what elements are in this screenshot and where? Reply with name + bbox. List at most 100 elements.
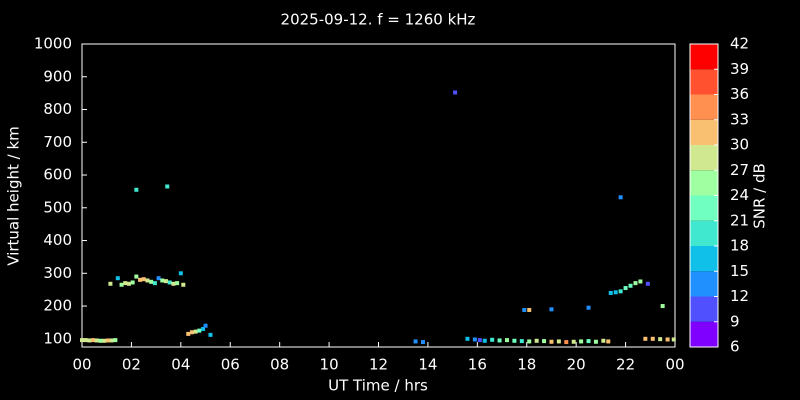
point	[522, 307, 527, 312]
point	[623, 286, 628, 291]
point	[105, 338, 110, 343]
point	[134, 274, 139, 279]
point	[171, 281, 176, 286]
point	[186, 331, 191, 336]
point	[94, 338, 99, 343]
colorbar-label: SNR / dB	[751, 163, 769, 229]
colorbar-tick-label: 27	[730, 161, 749, 179]
point	[138, 277, 143, 282]
point	[665, 337, 670, 342]
point	[167, 280, 172, 285]
x-tick-label: 20	[567, 356, 586, 374]
point	[420, 340, 425, 345]
point	[91, 338, 96, 343]
point	[208, 332, 213, 337]
colorbar-tick-label: 6	[730, 338, 740, 356]
colorbar-tick-label: 36	[730, 85, 749, 103]
colorbar-tick-label: 21	[730, 211, 749, 229]
colorbar-band	[690, 195, 718, 221]
x-tick-label: 00	[72, 356, 91, 374]
point	[628, 283, 633, 288]
point	[123, 281, 128, 286]
colorbar-band	[690, 296, 718, 322]
point	[586, 305, 591, 310]
point	[586, 339, 591, 344]
point	[618, 195, 623, 200]
y-tick-label: 200	[43, 297, 72, 315]
point	[549, 339, 554, 344]
point	[181, 282, 186, 287]
point	[178, 271, 183, 276]
x-tick-label: 10	[320, 356, 339, 374]
point	[102, 338, 107, 343]
point	[115, 276, 120, 281]
y-tick-label: 400	[43, 231, 72, 249]
point	[98, 338, 103, 343]
x-tick-label: 00	[665, 356, 684, 374]
point	[618, 289, 623, 294]
y-tick-label: 900	[43, 67, 72, 85]
point	[571, 339, 576, 344]
point	[80, 338, 84, 343]
y-tick-label: 500	[43, 198, 72, 216]
colorbar-band	[690, 246, 718, 272]
point	[579, 339, 584, 344]
point	[87, 338, 92, 343]
point	[542, 339, 547, 344]
x-tick-label: 12	[369, 356, 388, 374]
point	[165, 184, 170, 189]
point	[472, 337, 477, 342]
y-tick-label: 1000	[34, 35, 72, 53]
x-tick-label: 08	[270, 356, 289, 374]
point	[527, 339, 532, 344]
x-tick-label: 16	[468, 356, 487, 374]
y-tick-label: 800	[43, 100, 72, 118]
colorbar-band	[690, 145, 718, 171]
point	[453, 90, 458, 95]
x-tick-label: 18	[517, 356, 536, 374]
point	[593, 339, 598, 344]
colorbar-tick-label: 42	[730, 35, 749, 53]
x-tick-label: 04	[171, 356, 190, 374]
colorbar-band	[690, 170, 718, 196]
colorbar-tick-label: 33	[730, 110, 749, 128]
point	[113, 338, 118, 343]
colorbar-tick-label: 39	[730, 60, 749, 78]
point	[109, 338, 114, 343]
point	[108, 281, 113, 286]
plot-frame	[81, 43, 676, 348]
point	[660, 304, 665, 309]
point	[504, 338, 509, 343]
point	[490, 337, 495, 342]
point	[156, 276, 161, 281]
colorbar-tick-label: 24	[730, 186, 749, 204]
point	[189, 330, 194, 335]
point	[119, 282, 124, 287]
point	[477, 338, 482, 343]
point	[527, 307, 532, 312]
point	[83, 338, 88, 343]
point	[638, 279, 643, 284]
colorbar-band	[690, 69, 718, 95]
point	[633, 281, 638, 286]
point	[141, 277, 146, 282]
x-tick-label: 22	[616, 356, 635, 374]
colorbar-band	[690, 44, 718, 70]
point	[126, 281, 131, 286]
y-axis-label: Virtual height / km	[5, 126, 23, 265]
colorbar-tick-label: 9	[730, 312, 740, 330]
point	[564, 340, 569, 345]
chart-title: 2025-09-12. f = 1260 kHz	[281, 11, 476, 29]
y-tick-label: 300	[43, 264, 72, 282]
point	[193, 329, 198, 334]
point	[149, 279, 154, 284]
point	[645, 281, 650, 286]
colorbar-band	[690, 94, 718, 120]
point	[145, 278, 150, 283]
point	[643, 336, 648, 341]
point	[671, 337, 676, 342]
point	[482, 338, 487, 343]
colorbar-tick-label: 30	[730, 136, 749, 154]
point	[608, 290, 613, 295]
colorbar-band	[690, 271, 718, 297]
